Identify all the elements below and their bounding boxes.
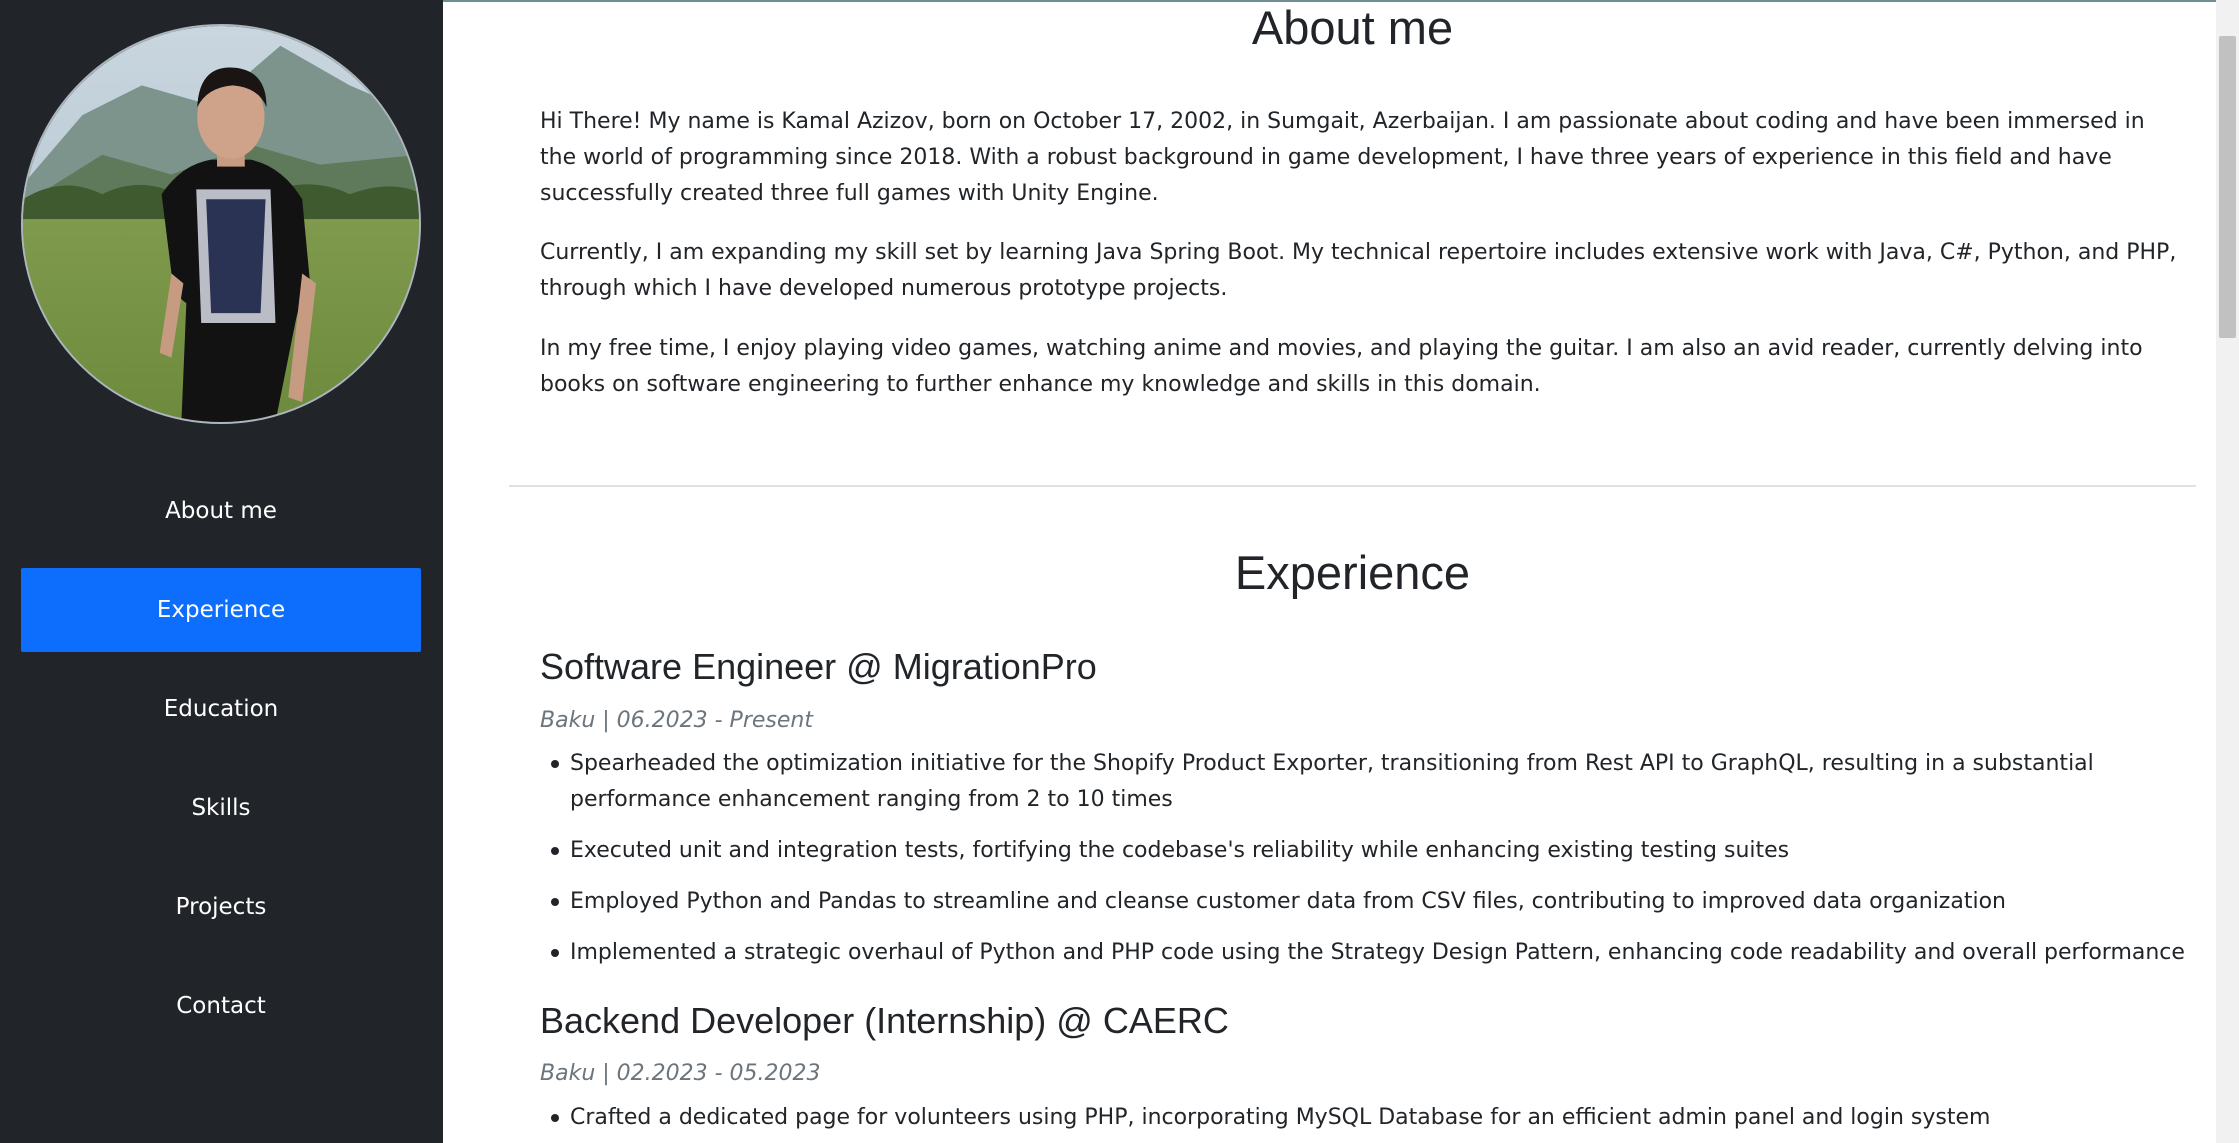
- sidebar: About me Experience Education Skills Pro…: [0, 0, 443, 1143]
- nav-item-label: Experience: [156, 597, 286, 623]
- job-title: Backend Developer (Internship) @ CAERC: [540, 1000, 1229, 1041]
- nav-item-label: Skills: [191, 795, 251, 821]
- list-item: Crafted a dedicated page for volunteers …: [551, 1100, 2200, 1136]
- main-content[interactable]: About me Hi There! My name is Kamal Aziz…: [443, 0, 2216, 1143]
- nav-item-about-me[interactable]: About me: [21, 469, 421, 553]
- nav-item-skills[interactable]: Skills: [21, 766, 421, 850]
- list-item: Spearheaded the optimization initiative …: [551, 746, 2200, 818]
- list-item: Implemented a strategic overhaul of Pyth…: [551, 935, 2200, 971]
- nav-item-label: Projects: [175, 894, 267, 920]
- nav-item-label: Contact: [176, 993, 266, 1019]
- scrollbar-thumb[interactable]: [2219, 36, 2236, 338]
- job-meta: Baku | 06.2023 - Present: [540, 708, 813, 733]
- nav-item-label: About me: [165, 498, 277, 524]
- about-paragraph: Currently, I am expanding my skill set b…: [540, 240, 2177, 301]
- section-divider: [509, 485, 2196, 487]
- list-item: Employed Python and Pandas to streamline…: [551, 884, 2200, 920]
- experience-title: Experience: [1234, 546, 1471, 599]
- list-item: Executed unit and integration tests, for…: [551, 833, 2200, 869]
- nav-item-experience[interactable]: Experience: [21, 568, 421, 652]
- avatar: [21, 24, 421, 424]
- nav-item-contact[interactable]: Contact: [21, 964, 421, 1048]
- sidebar-nav: About me Experience Education Skills Pro…: [21, 469, 421, 1063]
- about-paragraph: Hi There! My name is Kamal Azizov, born …: [540, 109, 2145, 206]
- job-bullets: Spearheaded the optimization initiative …: [540, 746, 2200, 986]
- vertical-scrollbar[interactable]: [2216, 0, 2239, 1143]
- job-bullets: Crafted a dedicated page for volunteers …: [540, 1100, 2200, 1143]
- job-title: Software Engineer @ MigrationPro: [540, 646, 1097, 687]
- about-paragraph: In my free time, I enjoy playing video g…: [540, 336, 2143, 397]
- top-border: [443, 0, 2239, 2]
- nav-item-projects[interactable]: Projects: [21, 865, 421, 949]
- nav-item-label: Education: [163, 696, 279, 722]
- job-meta: Baku | 02.2023 - 05.2023: [540, 1061, 821, 1086]
- nav-item-education[interactable]: Education: [21, 667, 421, 751]
- profile-photo-icon: [23, 26, 419, 422]
- about-title: About me: [1251, 1, 1454, 54]
